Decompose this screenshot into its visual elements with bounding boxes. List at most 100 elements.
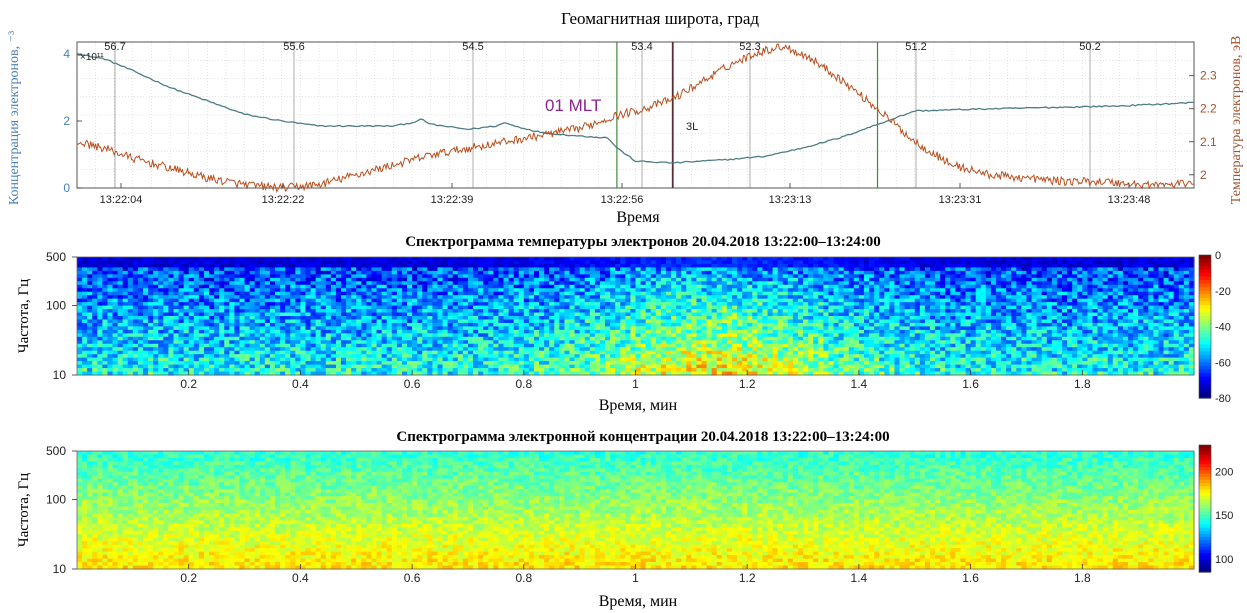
heatmap-cell bbox=[447, 260, 454, 265]
heatmap-cell bbox=[1011, 277, 1017, 282]
heatmap-cell bbox=[1178, 302, 1185, 307]
heatmap-cell bbox=[325, 281, 332, 286]
heatmap-cell bbox=[960, 326, 967, 331]
heatmap-cell bbox=[574, 291, 581, 296]
heatmap-cell bbox=[929, 295, 936, 300]
heatmap-cell bbox=[1168, 322, 1175, 328]
heatmap-cell bbox=[1016, 281, 1022, 286]
heatmap-cell bbox=[777, 291, 784, 296]
heatmap-cell bbox=[1117, 326, 1124, 331]
heatmap-cell bbox=[792, 284, 799, 289]
heatmap-cell bbox=[422, 329, 428, 334]
heatmap-cell bbox=[894, 298, 901, 303]
heatmap-cell bbox=[97, 305, 103, 310]
heatmap-cell bbox=[1117, 322, 1124, 328]
heatmap-cell bbox=[863, 309, 870, 314]
heatmap-cell bbox=[1006, 284, 1012, 289]
heatmap-cell bbox=[884, 291, 890, 296]
heatmap-cell bbox=[995, 298, 1002, 303]
heatmap-cell bbox=[716, 288, 723, 293]
heatmap-cell bbox=[1153, 298, 1160, 303]
heatmap-cell bbox=[467, 302, 474, 307]
heatmap-cell bbox=[371, 267, 378, 272]
heatmap-cell bbox=[224, 322, 230, 328]
heatmap-cell bbox=[432, 316, 439, 321]
heatmap-cell bbox=[615, 322, 621, 328]
heatmap-cell bbox=[137, 322, 144, 328]
heatmap-cell bbox=[462, 277, 469, 282]
heatmap-cell bbox=[107, 329, 114, 334]
heatmap-cell bbox=[1128, 260, 1134, 265]
heatmap-cell bbox=[452, 305, 459, 310]
heatmap-cell bbox=[980, 316, 987, 321]
heatmap-cell bbox=[371, 270, 378, 275]
heatmap-cell bbox=[803, 291, 809, 296]
heatmap-cell bbox=[300, 284, 307, 289]
heatmap-cell bbox=[640, 316, 647, 321]
heatmap-cell bbox=[539, 312, 545, 317]
heatmap-cell bbox=[772, 260, 779, 265]
x-tick-label: 13:22:22 bbox=[262, 194, 305, 206]
heatmap-cell bbox=[432, 312, 439, 317]
heatmap-cell bbox=[1097, 284, 1104, 289]
heatmap-cell bbox=[1041, 305, 1048, 310]
heatmap-cell bbox=[158, 333, 164, 338]
heatmap-cell bbox=[153, 316, 159, 321]
heatmap-cell bbox=[295, 267, 301, 272]
heatmap-cell bbox=[467, 257, 474, 262]
heatmap-cell bbox=[467, 319, 474, 324]
heatmap-cell bbox=[97, 267, 103, 272]
heatmap-cell bbox=[219, 267, 225, 272]
heatmap-cell bbox=[483, 267, 489, 272]
heatmap-cell bbox=[1122, 267, 1129, 272]
heatmap-cell bbox=[665, 309, 672, 314]
heatmap-cell bbox=[254, 260, 261, 265]
heatmap-cell bbox=[1056, 326, 1063, 331]
heatmap-cell bbox=[701, 260, 708, 265]
heatmap-cell bbox=[1168, 329, 1175, 334]
heatmap-cell bbox=[280, 322, 286, 328]
heatmap-cell bbox=[721, 319, 728, 324]
heatmap-cell bbox=[503, 319, 510, 324]
heatmap-cell bbox=[554, 267, 560, 272]
heatmap-cell bbox=[909, 260, 916, 265]
heatmap-cell bbox=[366, 257, 373, 262]
heatmap-cell bbox=[539, 309, 545, 314]
heatmap-cell bbox=[1077, 288, 1083, 293]
heatmap-cell bbox=[985, 277, 992, 282]
heatmap-cell bbox=[391, 277, 398, 282]
heatmap-cell bbox=[980, 281, 987, 286]
heatmap-cell bbox=[792, 270, 799, 275]
heatmap-cell bbox=[1128, 302, 1134, 307]
heatmap-cell bbox=[1158, 291, 1165, 296]
heatmap-cell bbox=[417, 295, 423, 300]
heatmap-cell bbox=[234, 274, 241, 279]
heatmap-cell bbox=[863, 316, 870, 321]
heatmap-cell bbox=[401, 309, 408, 314]
heatmap-cell bbox=[346, 309, 352, 314]
heatmap-cell bbox=[107, 312, 114, 317]
heatmap-cell bbox=[1051, 316, 1058, 321]
heatmap-cell bbox=[87, 274, 93, 279]
heatmap-cell bbox=[1183, 281, 1190, 286]
heatmap-cell bbox=[305, 322, 312, 328]
heatmap-cell bbox=[209, 270, 215, 275]
heatmap-cell bbox=[1117, 257, 1124, 262]
heatmap-cell bbox=[1173, 267, 1180, 272]
heatmap-cell bbox=[1082, 319, 1088, 324]
heatmap-cell bbox=[635, 260, 642, 265]
heatmap-cell bbox=[681, 302, 687, 307]
heatmap-cell bbox=[163, 312, 169, 317]
heatmap-cell bbox=[681, 298, 687, 303]
heatmap-cell bbox=[493, 257, 500, 262]
heatmap-cell bbox=[539, 281, 545, 286]
heatmap-cell bbox=[203, 302, 210, 307]
heatmap-cell bbox=[701, 274, 708, 279]
heatmap-cell bbox=[310, 305, 317, 310]
heatmap-cell bbox=[650, 277, 657, 282]
heatmap-cell bbox=[1021, 302, 1028, 307]
heatmap-cell bbox=[503, 267, 510, 272]
heatmap-cell bbox=[863, 322, 870, 328]
heatmap-cell bbox=[330, 305, 337, 310]
heatmap-cell bbox=[1163, 260, 1170, 265]
